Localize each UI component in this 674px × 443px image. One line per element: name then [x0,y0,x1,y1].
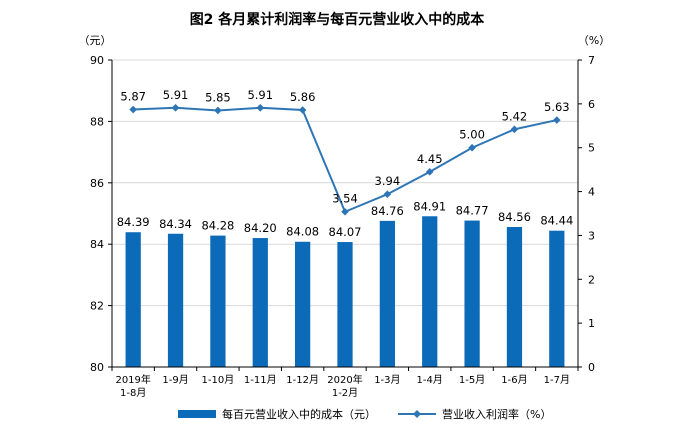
cost-bar [167,233,184,367]
right-tick-label: 0 [588,361,595,374]
right-tick-label: 2 [588,273,595,286]
profit-rate-point [553,116,561,124]
cost-bar-label: 84.44 [540,214,573,228]
profit-rate-label: 5.63 [544,100,570,114]
cost-bar [506,227,523,367]
left-tick-label: 90 [90,54,104,67]
cost-bar-label: 84.77 [456,204,489,218]
cost-bar-label: 84.91 [413,199,446,213]
cost-bar [549,230,565,367]
category-label: 1-7月 [544,374,570,386]
profit-rate-point [298,106,307,114]
left-tick-label: 84 [90,238,104,251]
profit-rate-label: 5.00 [459,128,485,142]
profit-rate-label: 5.91 [163,88,189,102]
cost-bar [295,241,311,367]
profit-rate-label: 5.42 [502,109,528,123]
cost-bar-label: 84.28 [201,219,234,233]
category-label: 2020年 1-2月 [327,373,362,399]
right-tick-label: 7 [588,54,595,67]
right-axis-unit: （%） [578,34,610,47]
right-tick-label: 4 [588,186,595,199]
profit-rate-point [256,104,265,112]
profit-rate-point [341,207,349,216]
legend-bar-label: 每百元营业收入中的成本（元） [222,407,376,421]
left-tick-label: 82 [90,300,104,313]
profit-rate-point [214,106,222,115]
legend-line-label: 营业收入利润率（%） [442,407,551,421]
left-tick-label: 88 [90,115,104,128]
left-tick-label: 86 [90,177,104,190]
profit-rate-label: 4.45 [417,152,443,166]
legend: 每百元营业收入中的成本（元） 营业收入利润率（%） [178,407,551,421]
profit-rate-point [510,125,519,134]
legend-line-marker [413,410,421,418]
right-tick-label: 6 [588,98,595,111]
profit-rate-point [129,105,137,114]
category-label: 1-3月 [374,374,400,386]
left-axis-unit: （元） [79,34,112,47]
right-tick-label: 5 [588,142,595,155]
category-label: 1-5月 [459,374,485,386]
profit-rate-label: 3.54 [332,192,358,206]
cost-bar [422,216,438,367]
profit-rate-point [171,104,180,112]
chart-title: 图2 各月累计利润率与每百元营业收入中的成本 [190,11,486,28]
category-label: 1-11月 [244,374,277,386]
cost-bar-label: 84.07 [329,225,362,239]
category-label: 1-4月 [417,374,443,386]
profit-rate-label: 5.91 [247,88,273,102]
right-tick-label: 3 [588,229,595,242]
cost-bar-label: 84.34 [159,217,192,231]
profit-rate-label: 5.85 [205,90,231,104]
profit-rate-label: 5.86 [290,90,316,104]
category-label: 1-9月 [162,374,188,386]
cost-bar-label: 84.08 [286,225,319,239]
cost-bar [125,232,141,367]
profit-rate-point [468,143,476,152]
cost-bar [379,220,395,367]
cost-bar [252,238,268,367]
category-label: 1-12月 [286,374,319,386]
category-label: 1-10月 [202,374,235,386]
cost-bar [464,220,480,367]
cost-bar-label: 84.76 [371,204,404,218]
profit-rate-point [425,168,434,176]
cost-bar-label: 84.20 [244,221,277,235]
cost-bar [210,235,226,367]
profit-rate-point [383,190,392,199]
cost-bar-label: 84.56 [498,210,531,224]
profit-rate-label: 3.94 [375,174,401,188]
left-tick-label: 80 [90,361,104,374]
category-label: 1-6月 [501,374,527,386]
category-label: 2019年 1-8月 [115,373,150,399]
cost-bar-label: 84.39 [117,215,150,229]
cost-bar [337,242,353,367]
profit-rate-label: 5.87 [120,90,146,104]
legend-bar-swatch [178,410,216,418]
right-tick-label: 1 [588,317,595,330]
